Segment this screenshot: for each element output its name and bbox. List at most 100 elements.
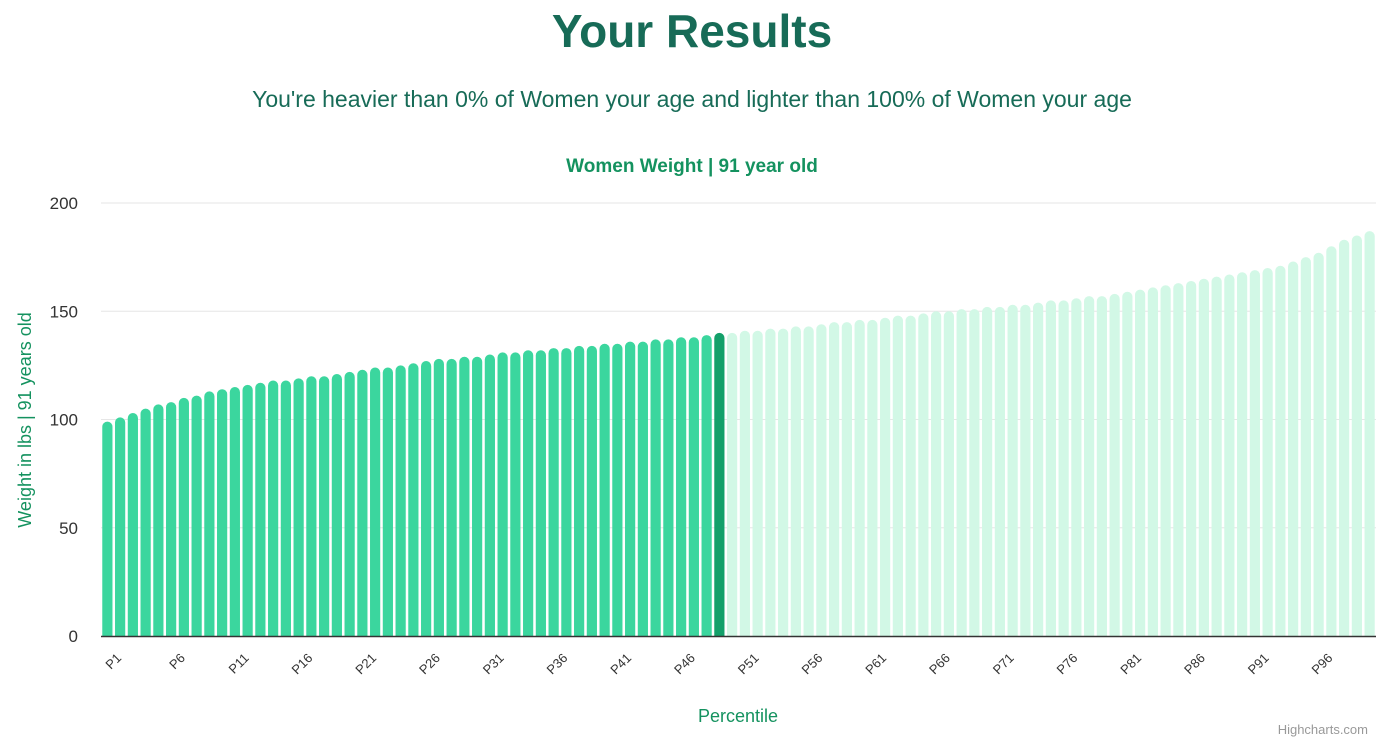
bar-p98[interactable]	[1339, 239, 1350, 636]
bar-p99[interactable]	[1351, 235, 1362, 636]
bar-p95[interactable]	[1300, 257, 1311, 636]
bar-p57[interactable]	[816, 324, 827, 636]
bar-p90[interactable]	[1237, 272, 1248, 636]
bar-p73[interactable]	[1020, 304, 1031, 636]
bar-p23[interactable]	[382, 367, 393, 636]
bar-p6[interactable]	[166, 402, 177, 636]
bar-p62[interactable]	[880, 317, 891, 636]
bar-p87[interactable]	[1198, 278, 1209, 636]
bar-p31[interactable]	[484, 354, 495, 636]
bar-p34[interactable]	[523, 350, 534, 636]
bar-p1[interactable]	[102, 421, 113, 636]
bar-p97[interactable]	[1326, 246, 1337, 636]
bar-p58[interactable]	[829, 322, 840, 636]
bar-p84[interactable]	[1160, 285, 1171, 636]
bar-p75[interactable]	[1045, 300, 1056, 636]
bar-p8[interactable]	[191, 395, 202, 636]
bar-p19[interactable]	[331, 374, 342, 636]
bar-p54[interactable]	[778, 328, 789, 636]
bar-p28[interactable]	[446, 358, 457, 636]
bar-p16[interactable]	[293, 378, 304, 636]
bar-p56[interactable]	[803, 326, 814, 636]
bar-p96[interactable]	[1313, 252, 1324, 636]
bar-p68[interactable]	[956, 309, 967, 636]
bar-p32[interactable]	[497, 352, 508, 636]
bar-p52[interactable]	[752, 330, 763, 636]
bar-p63[interactable]	[892, 315, 903, 636]
bar-p2[interactable]	[115, 417, 126, 636]
bar-p93[interactable]	[1275, 265, 1286, 636]
bar-p66[interactable]	[931, 311, 942, 636]
bar-p72[interactable]	[1007, 304, 1018, 636]
bar-p42[interactable]	[625, 341, 636, 636]
highcharts-credit[interactable]: Highcharts.com	[1277, 722, 1368, 737]
bar-p65[interactable]	[918, 313, 929, 636]
bar-p3[interactable]	[127, 413, 138, 636]
bar-p67[interactable]	[943, 311, 954, 636]
bar-p35[interactable]	[535, 350, 546, 636]
bar-p26[interactable]	[421, 361, 432, 636]
bar-p80[interactable]	[1109, 293, 1120, 636]
bar-p76[interactable]	[1058, 300, 1069, 636]
bar-p100[interactable]	[1364, 231, 1375, 636]
bar-p13[interactable]	[255, 382, 266, 636]
bar-p41[interactable]	[612, 343, 623, 636]
bar-p10[interactable]	[217, 389, 228, 636]
bar-p85[interactable]	[1173, 283, 1184, 636]
bar-p70[interactable]	[982, 306, 993, 636]
bar-p40[interactable]	[599, 343, 610, 636]
bar-p89[interactable]	[1224, 274, 1235, 636]
bar-p86[interactable]	[1186, 280, 1197, 636]
bar-p88[interactable]	[1211, 276, 1222, 636]
bar-p17[interactable]	[306, 376, 317, 636]
bar-p5[interactable]	[153, 404, 164, 636]
bar-p12[interactable]	[242, 384, 253, 636]
bar-p91[interactable]	[1249, 270, 1260, 636]
bar-p92[interactable]	[1262, 267, 1273, 636]
bar-p51[interactable]	[739, 330, 750, 636]
bar-p33[interactable]	[510, 352, 521, 636]
bar-p4[interactable]	[140, 408, 151, 636]
bar-p36[interactable]	[548, 348, 559, 636]
bar-p61[interactable]	[867, 319, 878, 636]
bar-p81[interactable]	[1122, 291, 1133, 636]
bar-p60[interactable]	[854, 319, 865, 636]
bar-p22[interactable]	[370, 367, 381, 636]
bar-p94[interactable]	[1288, 261, 1299, 636]
bar-p21[interactable]	[357, 369, 368, 636]
bar-p27[interactable]	[433, 358, 444, 636]
bar-p49[interactable]	[714, 332, 725, 636]
bar-p14[interactable]	[268, 380, 279, 636]
bar-p77[interactable]	[1071, 298, 1082, 636]
bar-p47[interactable]	[688, 337, 699, 636]
bar-p7[interactable]	[178, 397, 189, 636]
bar-p59[interactable]	[841, 322, 852, 636]
bar-p18[interactable]	[319, 376, 330, 636]
bar-p48[interactable]	[701, 335, 712, 636]
bar-p64[interactable]	[905, 315, 916, 636]
bar-p9[interactable]	[204, 391, 215, 636]
bar-p45[interactable]	[663, 339, 674, 636]
bar-p39[interactable]	[586, 345, 597, 636]
bar-p38[interactable]	[574, 345, 585, 636]
bar-p71[interactable]	[994, 306, 1005, 636]
bar-p20[interactable]	[344, 371, 355, 636]
bar-p69[interactable]	[969, 309, 980, 636]
bar-p29[interactable]	[459, 356, 470, 636]
bar-p82[interactable]	[1135, 289, 1146, 636]
bar-p24[interactable]	[395, 365, 406, 636]
bar-p50[interactable]	[727, 332, 738, 636]
bar-p55[interactable]	[790, 326, 801, 636]
bar-p43[interactable]	[637, 341, 648, 636]
bar-p74[interactable]	[1033, 302, 1044, 636]
bar-p15[interactable]	[280, 380, 291, 636]
bar-p53[interactable]	[765, 328, 776, 636]
bar-p78[interactable]	[1084, 296, 1095, 636]
bar-p37[interactable]	[561, 348, 572, 636]
bar-p83[interactable]	[1147, 287, 1158, 636]
bar-p30[interactable]	[472, 356, 483, 636]
bar-p79[interactable]	[1096, 296, 1107, 636]
bar-p44[interactable]	[650, 339, 661, 636]
bar-p46[interactable]	[676, 337, 687, 636]
bar-p11[interactable]	[229, 387, 240, 636]
